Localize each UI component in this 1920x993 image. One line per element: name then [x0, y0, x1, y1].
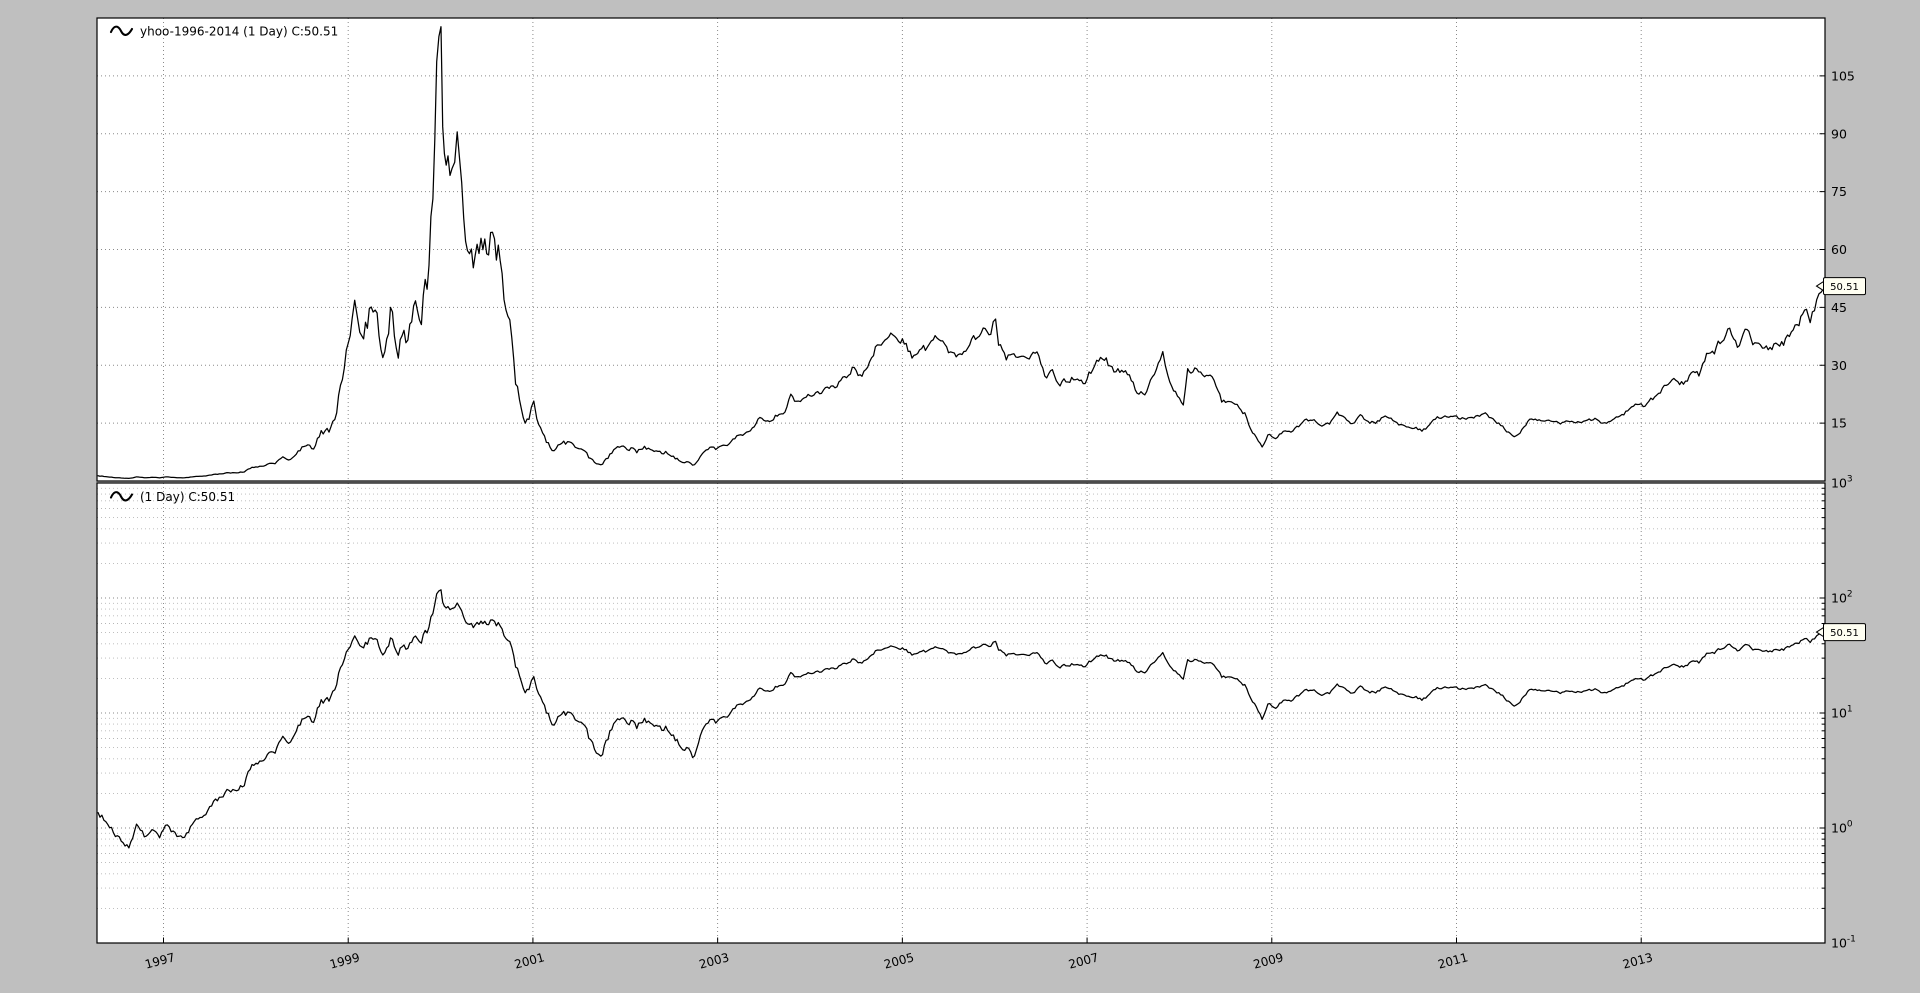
y-tick-label: 30: [1831, 358, 1847, 373]
line-series-icon: [109, 491, 134, 502]
price-line: [97, 26, 1825, 480]
tag-value: 50.51: [1830, 628, 1859, 639]
tag-value: 50.51: [1830, 282, 1859, 293]
y-tick-label: 90: [1831, 126, 1847, 141]
last-price-tag-log: 50.51: [1815, 623, 1866, 642]
linear-gridlines: [97, 18, 1825, 481]
price-line: [97, 589, 1825, 849]
legend-log: (1 Day) C:50.51: [109, 490, 235, 504]
y-tick-label: 15: [1831, 416, 1847, 431]
y-tick-label: 60: [1831, 242, 1847, 257]
linear-price-series: [97, 26, 1825, 480]
log-gridlines: [97, 483, 1825, 943]
linear-y-axis: 105 90 75 60 45 30 15: [1819, 68, 1855, 431]
last-price-tag-linear: 50.51: [1815, 277, 1866, 296]
panel-linear: 105 90 75 60 45 30 15 yhoo-1996-2014 (1 Day) C…: [96, 17, 1866, 482]
tag-pointer: [1815, 280, 1824, 292]
log-price-series: [97, 589, 1825, 849]
legend-label-log: (1 Day) C:50.51: [140, 490, 235, 504]
line-series-icon: [109, 25, 134, 36]
y-tick-label: 45: [1831, 300, 1847, 315]
legend-linear: yhoo-1996-2014 (1 Day) C:50.51: [109, 25, 338, 39]
tag-pointer: [1815, 626, 1824, 638]
legend-label-linear: yhoo-1996-2014 (1 Day) C:50.51: [140, 25, 338, 39]
y-tick-label: 105: [1831, 68, 1855, 83]
y-tick-label: 75: [1831, 184, 1847, 199]
